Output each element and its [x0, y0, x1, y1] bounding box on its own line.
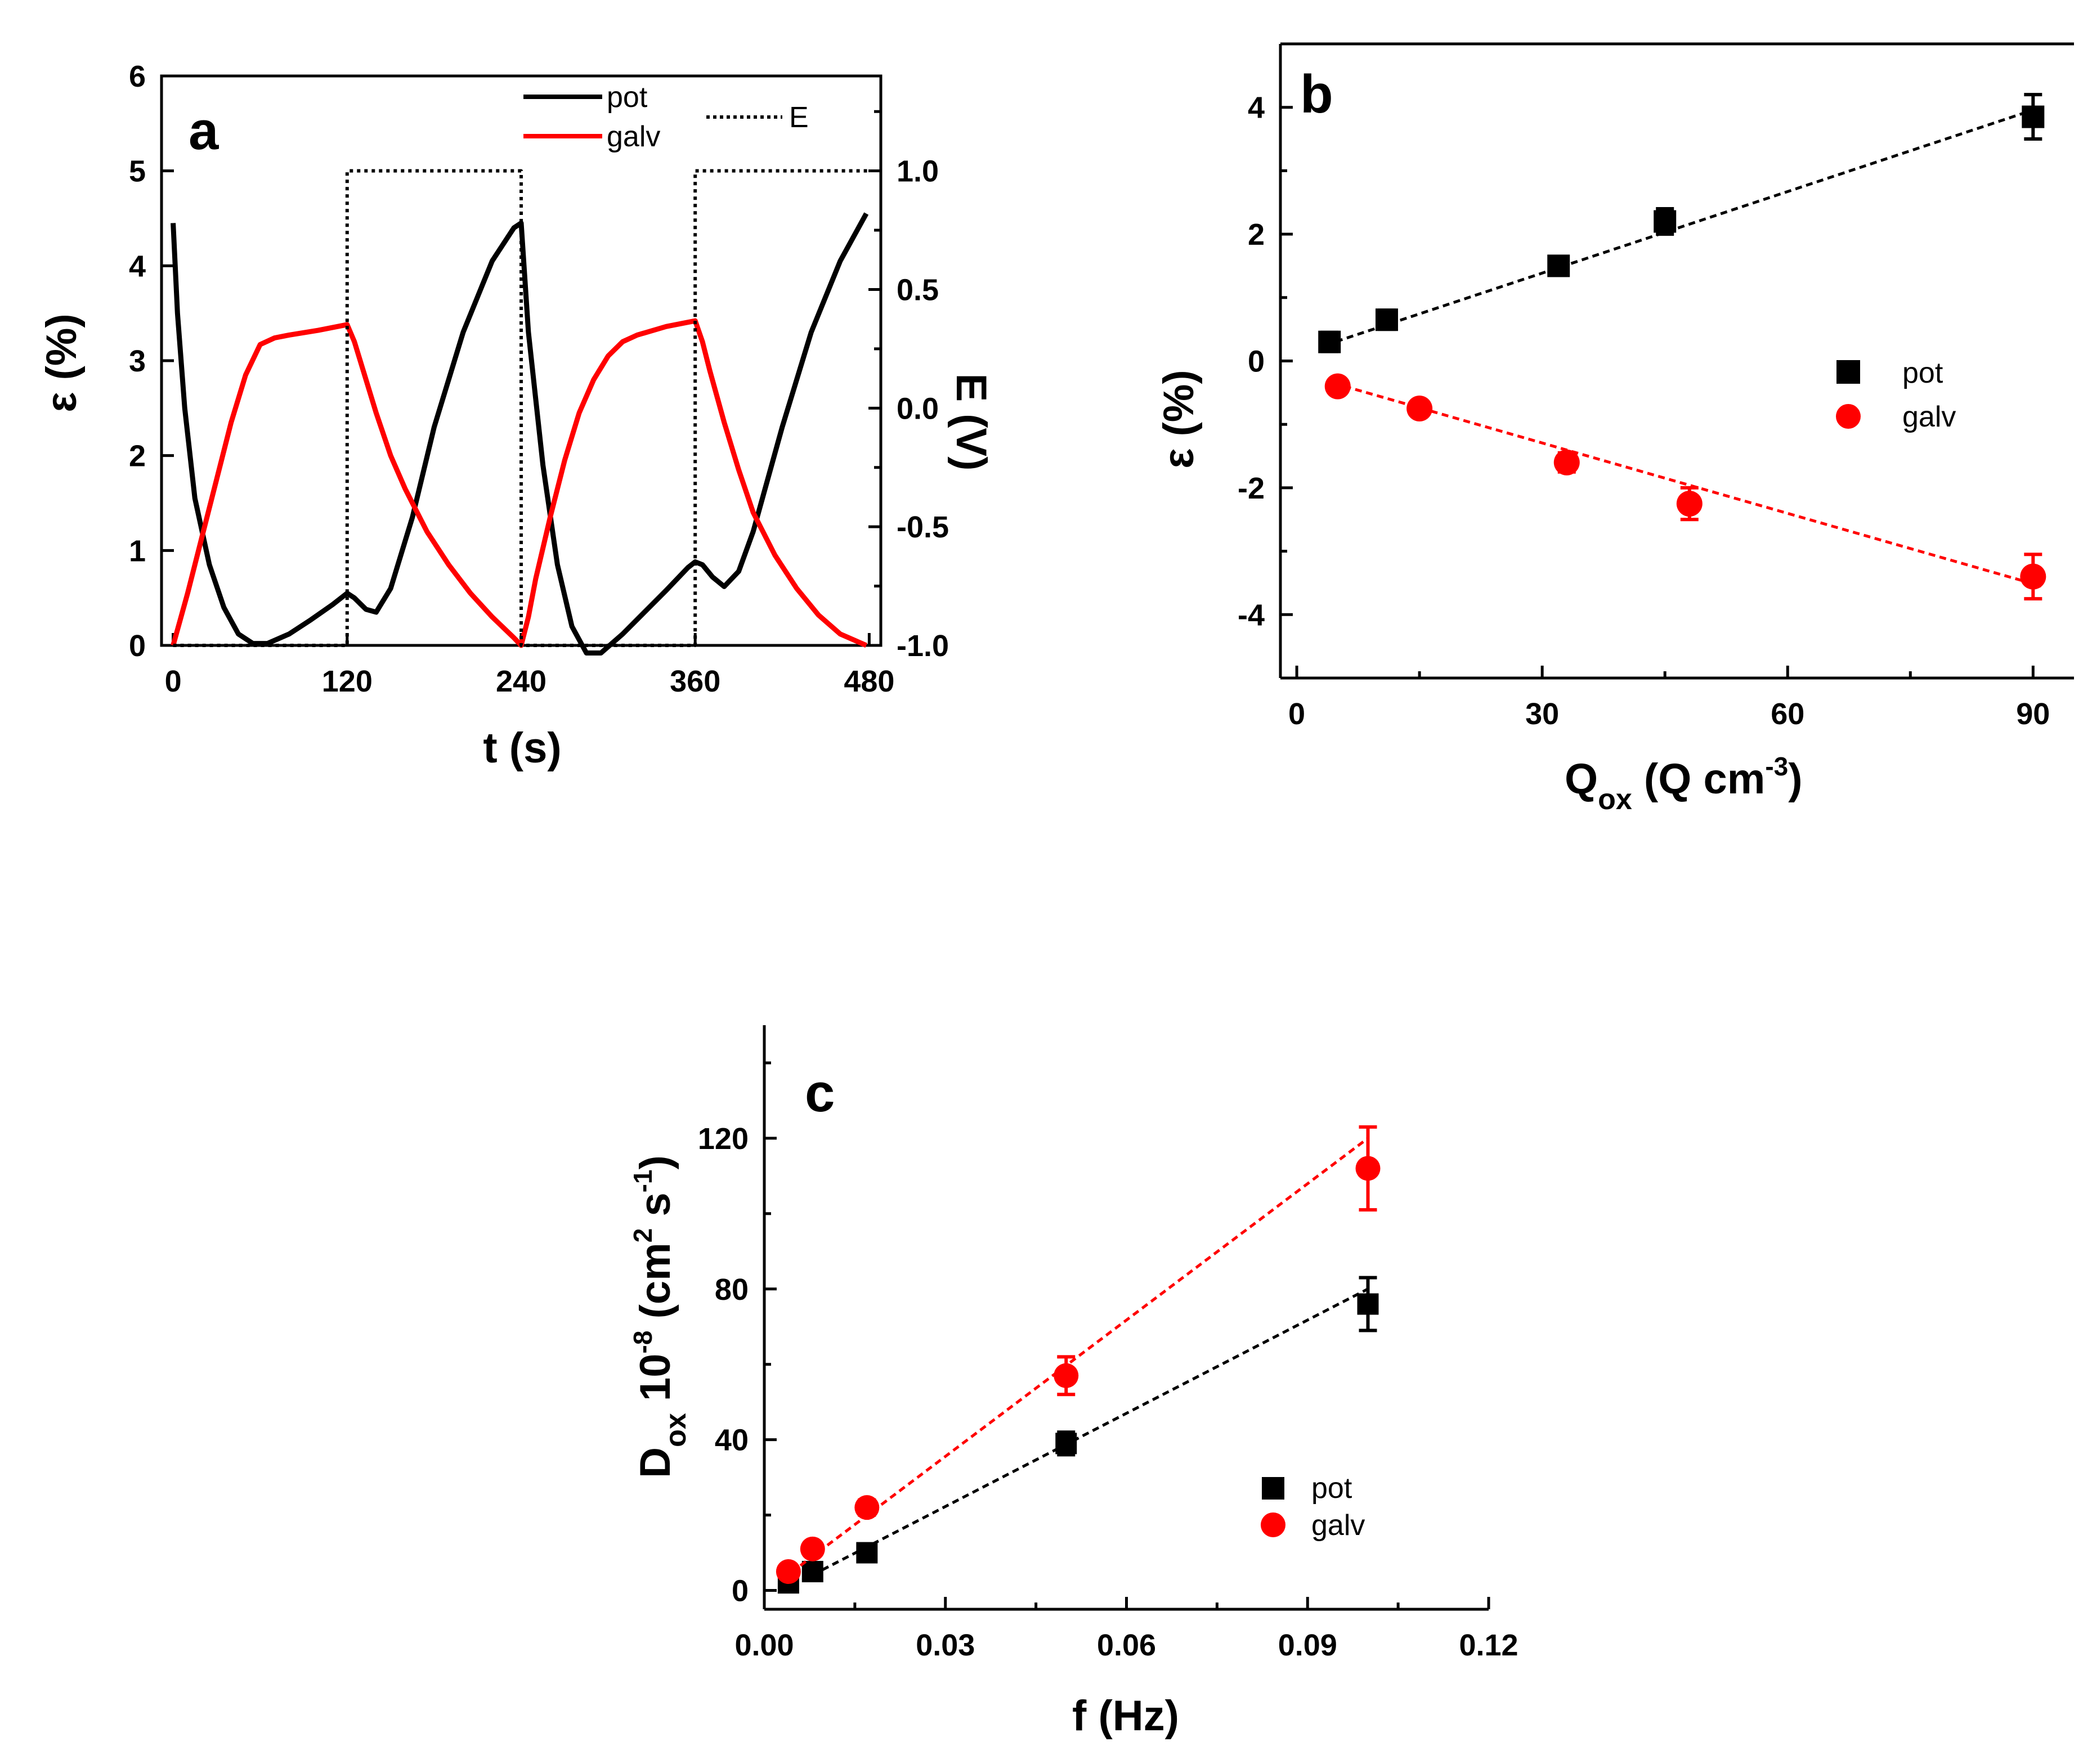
series-galv-point — [1553, 449, 1580, 475]
series-pot-point — [1055, 1433, 1077, 1455]
legend-pot-marker — [1836, 360, 1860, 384]
panel-a-y2-axis-title: E (V) — [947, 373, 995, 470]
legend-pot-marker — [1262, 1477, 1284, 1500]
x-tick-label: 240 — [496, 665, 546, 698]
panel-c-legend: pot galv — [1261, 1472, 1365, 1542]
series-galv-fit-line — [781, 1137, 1369, 1581]
legend-pot-label: pot — [607, 81, 648, 114]
panel-c-series — [776, 1125, 1381, 1594]
panel-a-tick-labels: 0 120 240 360 480 0 1 2 3 4 5 6 -1.0 -0.5 0.0 0.5 1.0 — [129, 60, 949, 698]
series-pot-line — [171, 212, 869, 656]
panel-b-ticks — [1280, 106, 2035, 678]
y-tick-label: 80 — [715, 1273, 749, 1307]
x-tick-label: 90 — [2016, 697, 2050, 731]
y-tick-label: -4 — [1238, 598, 1265, 632]
y-tick-label: 40 — [715, 1424, 749, 1457]
series-pot-point — [1547, 254, 1570, 277]
legend-galv-marker — [1261, 1512, 1285, 1537]
series-galv-point — [1355, 1156, 1381, 1181]
series-pot-fit-line — [1325, 106, 2042, 347]
legend-galv-label: galv — [1902, 401, 1956, 433]
x-tick-label: 0.00 — [734, 1628, 794, 1662]
panel-b-tick-labels: 0 30 60 90 -4 -2 0 2 4 — [1238, 91, 2050, 731]
panel-b-y-axis-title: ε (%) — [1155, 370, 1203, 468]
panel-b-series — [1318, 93, 2046, 601]
legend-galv-label: galv — [1311, 1509, 1365, 1542]
y-tick-label: 120 — [698, 1122, 749, 1156]
panel-b-x-axis-title: Qox (Q cm-3) — [1565, 752, 1803, 816]
y-tick-label: 1 — [129, 534, 146, 568]
y-tick-label: 4 — [1248, 91, 1265, 125]
series-pot-point — [1318, 330, 1341, 353]
series-galv-point — [1676, 491, 1703, 517]
series-pot-point — [1357, 1293, 1379, 1315]
panel-a-x-axis-title: t (s) — [483, 724, 561, 772]
series-galv-point — [2020, 563, 2046, 590]
y-tick-label: 4 — [129, 249, 146, 283]
y2-tick-label: 0.5 — [897, 273, 939, 307]
series-galv-point — [800, 1536, 825, 1561]
panel-a-letter: a — [189, 101, 219, 161]
y-tick-label: 5 — [129, 155, 146, 188]
series-E-line — [173, 169, 870, 647]
legend-galv-marker — [1836, 404, 1861, 429]
panel-c-ticks — [763, 1061, 1490, 1609]
x-tick-label: 60 — [1771, 697, 1804, 731]
panel-c-y-axis-title: Dox 10-8 (cm2 s-1) — [628, 1155, 692, 1478]
legend-pot-label: pot — [1902, 357, 1943, 389]
y-tick-label: 3 — [129, 344, 146, 378]
x-tick-label: 480 — [844, 665, 894, 698]
legend-galv-label: galv — [607, 120, 660, 153]
y2-tick-label: -0.5 — [897, 510, 949, 544]
panel-a-y-axis-title: ε (%) — [38, 313, 86, 412]
x-tick-label: 0 — [165, 665, 182, 698]
x-tick-label: 0.06 — [1097, 1628, 1156, 1662]
y-tick-label: 2 — [1248, 218, 1265, 252]
series-galv-point — [1406, 396, 1433, 422]
panel-a-series — [171, 169, 870, 656]
x-tick-label: 0.12 — [1459, 1628, 1518, 1662]
series-pot-point — [1654, 210, 1677, 233]
x-tick-label: 0 — [1288, 697, 1305, 731]
panel-a-ticks — [162, 74, 881, 647]
panel-c-chart: 0.00 0.03 0.06 0.09 0.12 0 40 80 120 c f (Hz) Do… — [628, 1025, 1518, 1740]
panel-c-x-axis-title: f (Hz) — [1072, 1692, 1179, 1740]
series-galv-point — [1324, 373, 1351, 400]
y-tick-label: 0 — [732, 1574, 749, 1608]
x-tick-label: 30 — [1525, 697, 1559, 731]
y-tick-label: 0 — [129, 629, 146, 663]
panel-a-legend: pot galv E — [523, 81, 809, 153]
y-tick-label: 0 — [1248, 345, 1265, 379]
series-pot-point — [2022, 105, 2045, 128]
series-pot-point — [801, 1561, 823, 1583]
panel-c-tick-labels: 0.00 0.03 0.06 0.09 0.12 0 40 80 120 — [698, 1122, 1518, 1662]
x-tick-label: 0.09 — [1278, 1628, 1337, 1662]
y-tick-label: 2 — [129, 439, 146, 473]
panel-c-letter: c — [805, 1063, 835, 1123]
y2-tick-label: -1.0 — [897, 629, 949, 663]
panel-b-chart: 0 30 60 90 -4 -2 0 2 4 b ε (%) Qox (Q cm-3) pot … — [1155, 42, 2074, 816]
series-galv-fit-line — [1333, 381, 2042, 587]
series-pot-point — [1375, 308, 1398, 331]
y-tick-label: 6 — [129, 60, 146, 93]
legend-pot-label: pot — [1311, 1472, 1352, 1505]
y-tick-label: -2 — [1238, 472, 1265, 505]
panel-b-letter: b — [1300, 64, 1333, 124]
panel-b-legend: pot galv — [1836, 357, 1956, 433]
x-tick-label: 360 — [670, 665, 720, 698]
series-pot-point — [856, 1542, 878, 1564]
x-tick-label: 0.03 — [916, 1628, 975, 1662]
y2-tick-label: 1.0 — [897, 155, 939, 188]
y2-tick-label: 0.0 — [897, 392, 939, 425]
legend-e-label: E — [789, 101, 809, 134]
series-galv-point — [854, 1495, 880, 1520]
series-galv-point — [776, 1559, 801, 1585]
series-galv-point — [1054, 1363, 1079, 1388]
x-tick-label: 120 — [322, 665, 373, 698]
